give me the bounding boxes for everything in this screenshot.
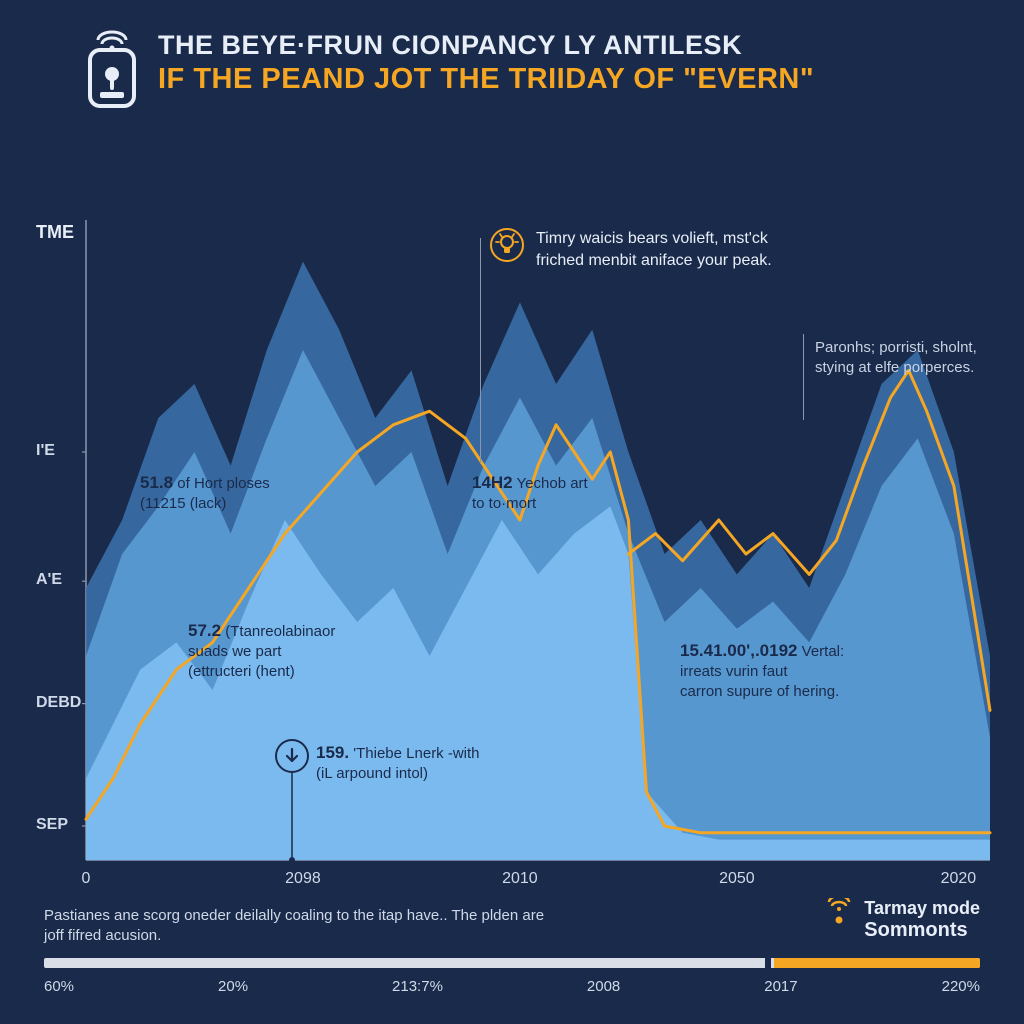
progress-tick-label: 2017 — [764, 978, 797, 995]
chart-annotation: 15.41.00',.0192 Vertal: irreats vurin fa… — [680, 640, 870, 701]
progress-tick-label: 20% — [218, 978, 248, 995]
chart-annotation: 14H2 Yechob artto to·mort — [472, 472, 588, 514]
x-tick-label: 2098 — [285, 870, 321, 888]
callout-bulb-text: Timry waicis bears volieft, mst'ck frich… — [536, 228, 786, 271]
progress-fill — [774, 958, 980, 968]
callout-bulb: Timry waicis bears volieft, mst'ck frich… — [490, 228, 786, 271]
chart-annotation: 57.2 (Ttanreolabinaorsuads we part(ettru… — [188, 620, 335, 681]
vertical-divider — [803, 334, 804, 420]
y-tick-label: SEP — [36, 816, 68, 834]
progress-tick-label: 2008 — [587, 978, 620, 995]
header: THE BEYE·FRUN CIONPANCY LY ANTILESK IF T… — [84, 30, 814, 110]
title-line-1: THE BEYE·FRUN CIONPANCY LY ANTILESK — [158, 30, 814, 61]
header-badge-icon — [84, 30, 140, 110]
y-axis-title: TME — [36, 222, 74, 243]
brand-line-2: Sommonts — [864, 919, 980, 942]
vertical-divider — [480, 238, 481, 464]
y-tick-label: A'E — [36, 571, 62, 589]
progress-track — [44, 958, 980, 968]
x-tick-label: 0 — [82, 870, 91, 888]
chart-annotation: 51.8 of Hort ploses(11215 (lack) — [140, 472, 270, 514]
progress-tick-label: 60% — [44, 978, 74, 995]
x-tick-label: 2020 — [941, 870, 977, 888]
x-tick-label: 2010 — [502, 870, 538, 888]
y-tick-label: I'E — [36, 442, 55, 460]
progress-tick-label: 213:7% — [392, 978, 443, 995]
side-note: Paronhs; porristi, sholnt, stying at elf… — [815, 338, 985, 379]
chart-annotation: 159. 'Thiebe Lnerk -with(iL arpound into… — [316, 742, 480, 784]
brand-lockup: Tarmay mode Sommonts — [824, 898, 980, 942]
footer-caption: Pastianes ane scorg oneder deilally coal… — [44, 906, 564, 947]
y-tick-label: DEBD — [36, 694, 81, 712]
brand-line-1: Tarmay mode — [864, 898, 980, 919]
brand-icon — [824, 898, 854, 942]
infographic-canvas: THE BEYE·FRUN CIONPANCY LY ANTILESK IF T… — [0, 0, 1024, 1024]
lightbulb-icon — [490, 228, 524, 262]
title-line-2: IF THE PEAND JOT THE TRIIDAY OF "EVERN" — [158, 63, 814, 96]
progress-bar: 60% 20% 213:7% 2008 2017 220% — [44, 958, 980, 995]
progress-labels: 60% 20% 213:7% 2008 2017 220% — [44, 978, 980, 995]
progress-marker — [765, 952, 771, 974]
progress-tick-label: 220% — [942, 978, 980, 995]
x-tick-label: 2050 — [719, 870, 755, 888]
